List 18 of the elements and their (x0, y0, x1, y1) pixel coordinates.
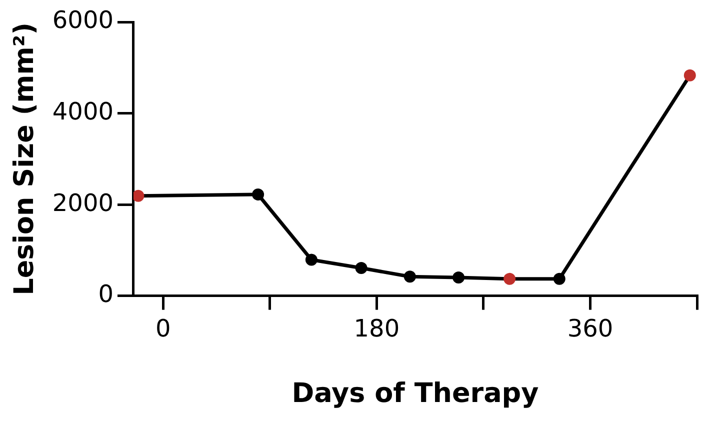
point (452, 272, 465, 284)
y-tick-label: 0 (98, 280, 114, 308)
x-axis-title: Days of Therapy (292, 378, 540, 409)
y-tick-label: 2000 (52, 188, 114, 217)
point (133, 190, 144, 202)
point (504, 272, 516, 285)
point (553, 272, 566, 285)
x-tick-label: 180 (354, 314, 400, 342)
x-tick-label: 0 (155, 314, 171, 342)
point (252, 188, 264, 200)
point (684, 69, 696, 82)
y-axis-title: Lesion Size (mm²) (9, 22, 40, 296)
point (355, 262, 368, 274)
point (404, 270, 416, 283)
point (305, 254, 318, 266)
y-tick-label: 4000 (52, 98, 114, 126)
y-tick-label: 6000 (52, 6, 114, 34)
x-tick-label: 360 (567, 314, 614, 342)
